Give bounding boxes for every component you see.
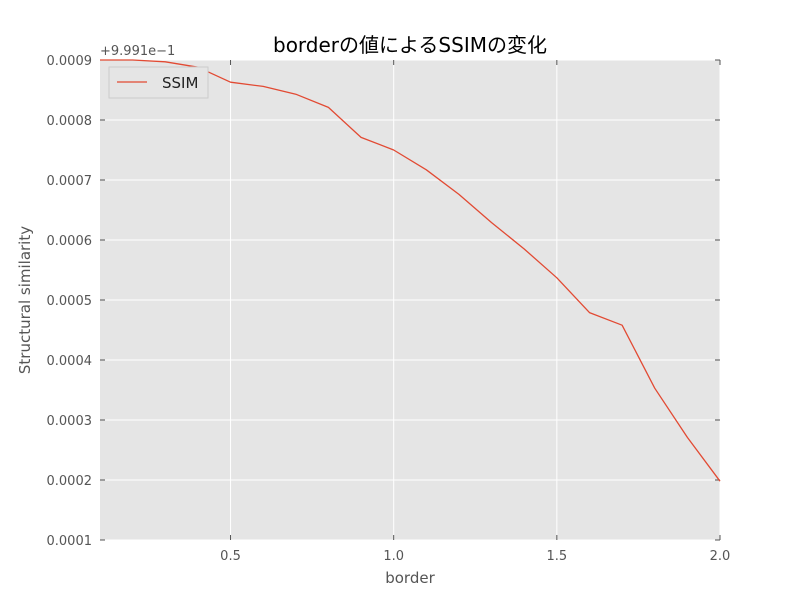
y-tick-label: 0.0005 <box>47 294 93 309</box>
y-tick-label: 0.0002 <box>47 474 93 489</box>
x-tick-label: 0.5 <box>220 549 241 564</box>
legend: SSIM <box>108 66 209 99</box>
y-offset-label: +9.991e−1 <box>100 44 175 59</box>
y-tick-label: 0.0006 <box>47 234 93 249</box>
y-tick-label: 0.0003 <box>47 414 93 429</box>
y-tick-label: 0.0008 <box>47 114 93 129</box>
y-axis-label: Structural similarity <box>16 226 34 374</box>
y-tick-label: 0.0009 <box>47 54 93 69</box>
x-tick-label: 1.5 <box>546 549 567 564</box>
x-axis-label: border <box>385 569 435 587</box>
y-tick-label: 0.0004 <box>47 354 93 369</box>
y-tick-label: 0.0007 <box>47 174 93 189</box>
x-tick-label: 1.0 <box>383 549 404 564</box>
y-tick-label: 0.0001 <box>47 534 93 549</box>
legend-label-ssim: SSIM <box>162 74 198 92</box>
tick-labels: 0.5 1.0 1.5 2.0 0.0001 0.0002 0.0003 0.0004 0.00… <box>47 54 731 564</box>
grid <box>100 59 721 541</box>
x-tick-label: 2.0 <box>710 549 731 564</box>
chart-title: borderの値によるSSIMの変化 <box>273 33 547 57</box>
